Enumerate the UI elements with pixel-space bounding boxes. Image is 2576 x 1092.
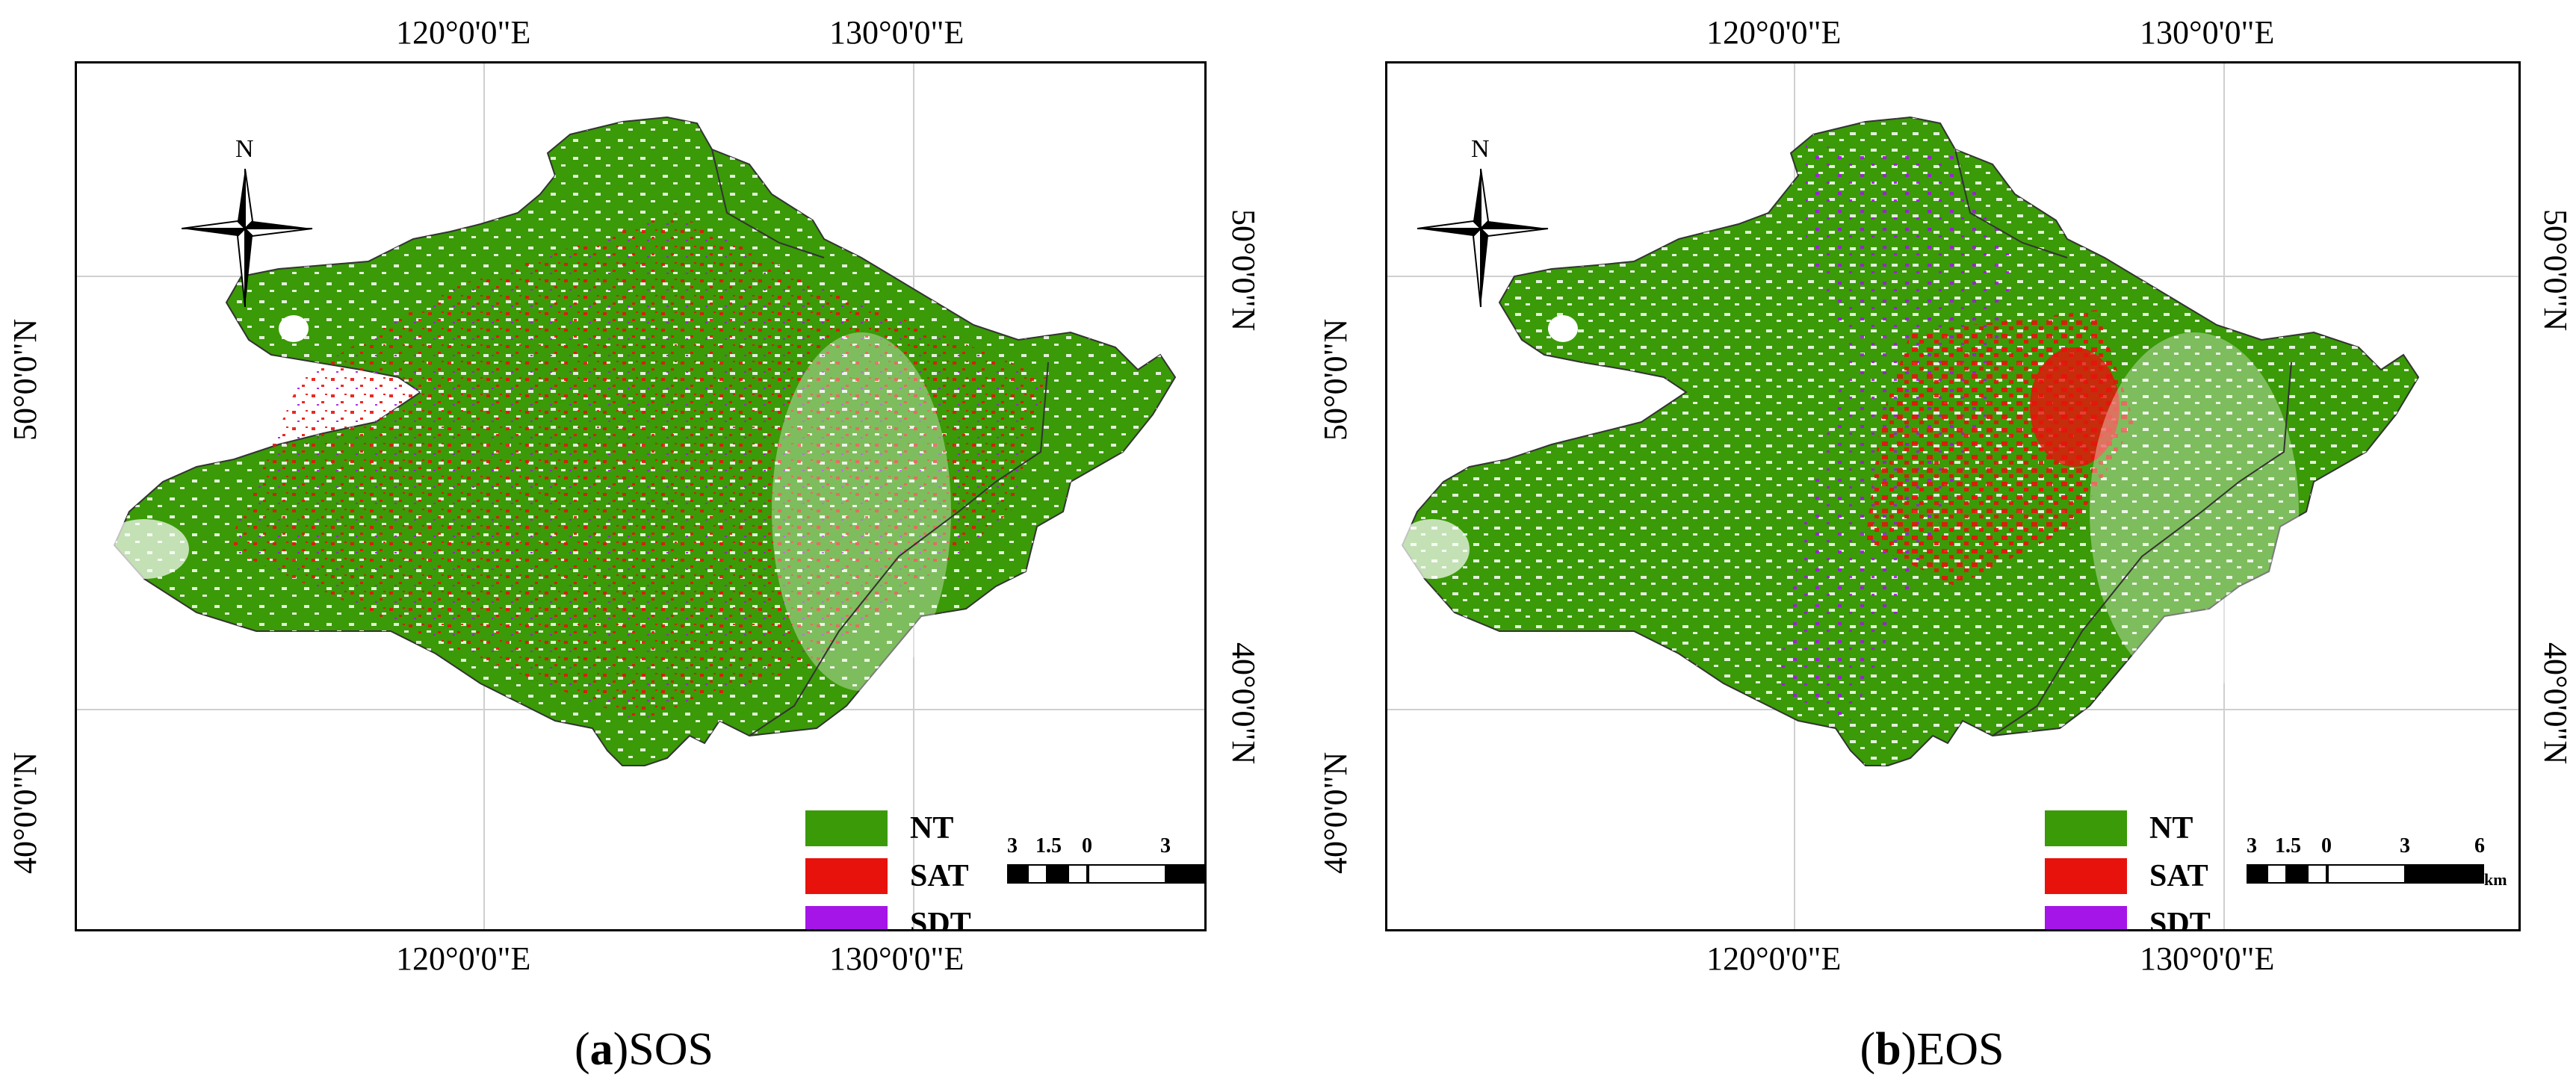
top-tick-120e: 120°0'0"E: [1706, 14, 1842, 51]
bottom-tick-120e: 120°0'0"E: [1706, 940, 1842, 977]
right-tick-40n: 40°0'0"N: [2537, 642, 2574, 765]
panel-caption-a: (a)SOS: [574, 1024, 714, 1075]
compass-icon: [182, 168, 313, 308]
north-arrow: N: [1417, 135, 1559, 314]
right-tick-50n: 50°0'0"N: [2537, 209, 2574, 332]
bottom-tick-120e: 120°0'0"E: [396, 940, 531, 977]
legend-item-nt: NT: [805, 807, 971, 850]
north-label: N: [235, 135, 254, 163]
right-tick-50n: 50°0'0"N: [1225, 209, 1262, 332]
panel-caption-b: (b)EOS: [1860, 1024, 2004, 1075]
bottom-tick-130e: 130°0'0"E: [2140, 940, 2275, 977]
north-arrow: N: [182, 135, 323, 314]
map-frame: N NT SAT SDT: [1385, 61, 2521, 931]
bottom-tick-130e: 130°0'0"E: [829, 940, 965, 977]
legend-item-sat: SAT: [805, 854, 971, 898]
left-tick-50n: 50°0'0"N: [7, 318, 43, 441]
scale-bar: 3 1.5 0 3 6 km: [1007, 834, 1204, 887]
map-canvas: [77, 63, 1204, 929]
legend: NT SAT SDT: [805, 807, 971, 929]
map-canvas: [1387, 63, 2518, 929]
left-tick-40n: 40°0'0"N: [1317, 751, 1354, 874]
top-tick-130e: 130°0'0"E: [2140, 14, 2275, 51]
top-tick-120e: 120°0'0"E: [396, 14, 531, 51]
scale-bar: 3 1.5 0 3 6 km: [2247, 834, 2507, 889]
compass-icon: [1417, 168, 1549, 308]
map-frame: N NT SAT SDT: [75, 61, 1207, 931]
map-panel-b: 120°0'0"E 130°0'0"E 50°0'0"N 40°0'0"N 50…: [1288, 0, 2576, 1092]
left-tick-50n: 50°0'0"N: [1317, 318, 1354, 441]
map-panel-a: 120°0'0"E 130°0'0"E 50°0'0"N 40°0'0"N 50…: [7, 14, 1262, 1075]
legend-item-sdt: SDT: [2045, 902, 2211, 929]
legend-item-sat: SAT: [2045, 854, 2211, 898]
top-tick-130e: 130°0'0"E: [829, 14, 965, 51]
legend-item-nt: NT: [2045, 807, 2211, 850]
left-tick-40n: 40°0'0"N: [7, 751, 43, 874]
legend: NT SAT SDT: [2045, 807, 2211, 929]
north-label: N: [1471, 135, 1490, 163]
legend-item-sdt: SDT: [805, 902, 971, 929]
right-tick-40n: 40°0'0"N: [1225, 642, 1262, 765]
